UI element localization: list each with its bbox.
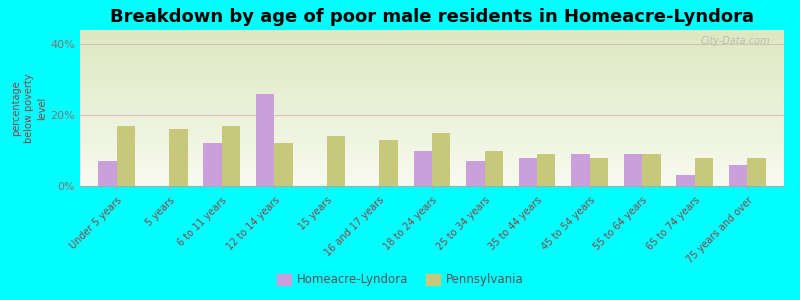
- Bar: [170, 129, 188, 186]
- Text: City-Data.com: City-Data.com: [700, 36, 770, 46]
- Bar: [222, 126, 240, 186]
- Bar: [571, 154, 590, 186]
- Bar: [624, 154, 642, 186]
- Bar: [117, 126, 135, 186]
- Bar: [274, 143, 293, 186]
- Y-axis label: percentage
below poverty
level: percentage below poverty level: [11, 73, 48, 143]
- Bar: [537, 154, 555, 186]
- Legend: Homeacre-Lyndora, Pennsylvania: Homeacre-Lyndora, Pennsylvania: [272, 269, 528, 291]
- Bar: [694, 158, 713, 186]
- Bar: [642, 154, 661, 186]
- Bar: [432, 133, 450, 186]
- Title: Breakdown by age of poor male residents in Homeacre-Lyndora: Breakdown by age of poor male residents …: [110, 8, 754, 26]
- Bar: [466, 161, 485, 186]
- Bar: [485, 151, 503, 186]
- Bar: [729, 165, 747, 186]
- Bar: [98, 161, 117, 186]
- Bar: [518, 158, 537, 186]
- Bar: [327, 136, 346, 186]
- Bar: [747, 158, 766, 186]
- Bar: [590, 158, 608, 186]
- Bar: [379, 140, 398, 186]
- Bar: [414, 151, 432, 186]
- Bar: [676, 176, 694, 186]
- Bar: [256, 94, 274, 186]
- Bar: [203, 143, 222, 186]
